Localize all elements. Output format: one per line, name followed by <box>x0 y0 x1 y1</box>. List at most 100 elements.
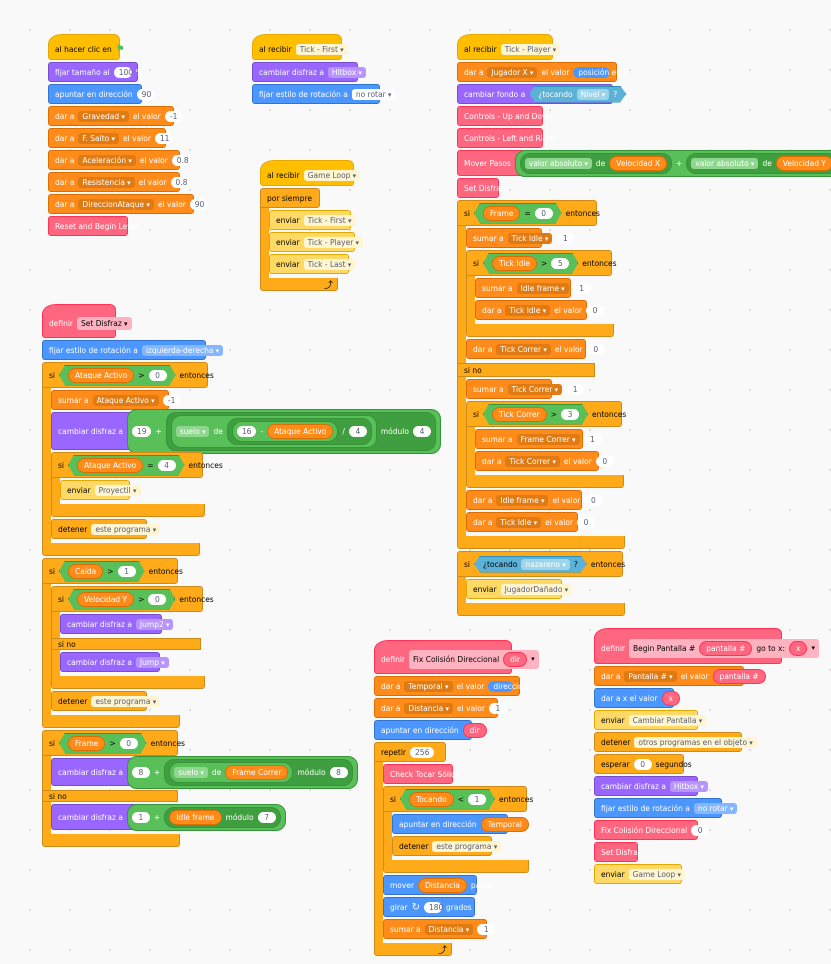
switch-costume-block[interactable]: cambiar disfraz a 1 + Idle frame módulo 7 <box>51 803 286 831</box>
value-input[interactable]: 0 <box>586 343 605 355</box>
if-block[interactable]: si Tick Correr >3 entonces sumar a Frame Cor… <box>466 401 626 488</box>
costume-dropdown[interactable]: Hitbox <box>327 66 366 78</box>
value-input[interactable]: 1 <box>118 566 136 577</box>
change-var-block[interactable]: sumar aDistancia1 <box>383 919 496 939</box>
stop-dropdown[interactable]: otros programas en el objeto <box>634 736 757 748</box>
touching-boolean[interactable]: ¿tocando Nivel ? <box>529 86 626 103</box>
broadcast-block[interactable]: enviar JugadorDañado <box>466 579 573 599</box>
value-input[interactable]: 0 <box>577 516 596 528</box>
costume-dropdown[interactable]: Hitbox <box>669 780 708 792</box>
value-input[interactable]: 1 <box>488 702 507 714</box>
degrees-input[interactable]: 180 <box>424 901 443 913</box>
reset-level-call[interactable]: Reset and Begin Level <box>48 216 138 236</box>
temporal-reporter[interactable]: Temporal <box>480 816 530 832</box>
broadcast-block[interactable]: enviar Proyectil <box>60 480 141 500</box>
floor-operator[interactable]: suelodeFrame Correr <box>169 761 294 783</box>
value-input[interactable]: 16 <box>236 425 257 437</box>
costume-dropdown[interactable]: Jump2 <box>135 618 174 630</box>
variable-dropdown[interactable]: F. Salto <box>78 132 120 144</box>
if-header[interactable]: si Frame = 0 entonces <box>457 200 600 226</box>
value-input[interactable]: 0 <box>149 370 167 381</box>
value-input[interactable]: 19 <box>131 425 152 437</box>
wait-block[interactable]: esperar 0 segundos <box>594 754 692 774</box>
less-than-operator[interactable]: Tocando <1 <box>400 789 495 810</box>
set-var-block[interactable]: dar a Gravedad el valor -1 <box>48 106 183 126</box>
stop-dropdown[interactable]: este programa <box>91 523 161 535</box>
stop-dropdown[interactable]: este programa <box>432 840 502 852</box>
add-operator[interactable]: 1 + Idle frame módulo 7 <box>126 803 286 831</box>
greater-operator[interactable]: Ataque Activo >0 <box>59 365 176 386</box>
value-input[interactable]: 3 <box>561 409 579 420</box>
rotation-style-block[interactable]: fijar estilo de rotación a no rotar <box>594 798 738 818</box>
switch-costume-block[interactable]: cambiar disfraz a Hitbox <box>594 776 708 796</box>
value-input[interactable]: 0 <box>691 824 710 836</box>
seconds-input[interactable]: 0 <box>633 758 652 770</box>
stop-block[interactable]: detener este programa <box>51 691 161 711</box>
set-size-block[interactable]: fijar tamaño al 100 % <box>48 62 143 82</box>
param-pantalla[interactable]: pantalla # <box>712 668 766 684</box>
set-costume-call[interactable]: Set Disfraz <box>594 842 642 862</box>
math-dropdown[interactable]: suelo <box>174 766 208 778</box>
frame-correr-reporter[interactable]: Frame Correr <box>225 764 289 780</box>
value-input[interactable]: 0 <box>595 455 614 467</box>
message-dropdown[interactable]: Tick - First <box>303 214 356 226</box>
repeat-header[interactable]: repetir 256 <box>374 742 446 762</box>
value-input[interactable]: 7 <box>257 811 276 823</box>
value-input[interactable]: 1 <box>477 923 496 935</box>
param-x[interactable]: x <box>789 640 808 656</box>
param-dir[interactable]: dir <box>462 722 487 738</box>
switch-costume-block[interactable]: cambiar disfraz a Jump2 <box>60 614 174 634</box>
rotation-style-block[interactable]: fijar estilo de rotación a no rotar <box>252 84 396 104</box>
script-tick-player[interactable]: al recibir Tick - Player dar a Jugador X… <box>457 34 831 618</box>
value-input[interactable]: 1 <box>556 232 575 244</box>
value-input[interactable]: -1 <box>164 110 183 122</box>
message-dropdown[interactable]: Tick - First <box>295 43 348 55</box>
variable-dropdown[interactable]: Tick Correr <box>496 343 551 355</box>
script-tick-first[interactable]: al recibir Tick - First cambiar disfraz … <box>252 34 396 106</box>
velocity-y-reporter[interactable]: Velocidad Y <box>775 155 831 171</box>
value-input[interactable]: 0 <box>120 738 138 749</box>
value-input[interactable]: 1 <box>131 811 150 823</box>
message-dropdown[interactable]: Proyectil <box>94 484 141 496</box>
variable-dropdown[interactable]: Ataque Activo <box>92 394 159 406</box>
variable-dropdown[interactable]: Tick Idle <box>507 232 553 244</box>
value-input[interactable]: 0.8 <box>171 154 190 166</box>
if-header[interactable]: si Tick Idle >5 entonces <box>466 250 617 276</box>
frame-reporter[interactable]: Frame <box>68 736 105 751</box>
controls-lr-call[interactable]: Controls - Left and Right <box>457 128 555 148</box>
custom-block-prototype[interactable]: Fix Colisión Direccional dir <box>409 649 539 669</box>
when-receive-hat[interactable]: al recibir Tick - First <box>252 34 348 60</box>
variable-dropdown[interactable]: Frame Correr <box>516 433 580 445</box>
turn-block[interactable]: girar ↻ 180 grados <box>383 897 475 917</box>
if-header[interactable]: si Tick Correr >3 entonces <box>466 401 626 427</box>
rotation-style-block[interactable]: fijar estilo de rotación a izquierda-dere… <box>42 340 224 360</box>
if-else-block[interactable]: si Frame >0 entonces cambiar disfraz a 8 + s… <box>42 730 377 847</box>
controls-ud-call[interactable]: Controls - Up and Down <box>457 106 553 126</box>
switch-backdrop-block[interactable]: cambiar fondo a ¿tocando Nivel ? <box>457 84 613 104</box>
greater-operator[interactable]: Tick Correr >3 <box>483 404 588 425</box>
attack-reporter[interactable]: Ataque Activo <box>267 423 334 439</box>
value-input[interactable]: 0 <box>535 208 553 219</box>
point-direction-block[interactable]: apuntar en dirección 90 <box>48 84 155 104</box>
message-dropdown[interactable]: Tick - Player <box>303 236 364 248</box>
sprite-dropdown[interactable]: Nivel <box>577 89 610 100</box>
value-input[interactable]: 0 <box>148 594 166 605</box>
switch-costume-block[interactable]: cambiar disfraz a Jump <box>60 652 169 672</box>
define-hat[interactable]: definir Fix Colisión Direccional dir <box>374 640 539 674</box>
divide-operator[interactable]: 16- Ataque Activo/4 <box>226 417 372 445</box>
set-var-block[interactable]: dar a Resistencia el valor 0.8 <box>48 172 189 192</box>
forever-header[interactable]: por siempre <box>260 188 320 208</box>
greater-operator[interactable]: Velocidad Y >0 <box>68 589 175 610</box>
value-input[interactable]: 1 <box>566 383 585 395</box>
tick-correr-reporter[interactable]: Tick Correr <box>492 407 547 422</box>
